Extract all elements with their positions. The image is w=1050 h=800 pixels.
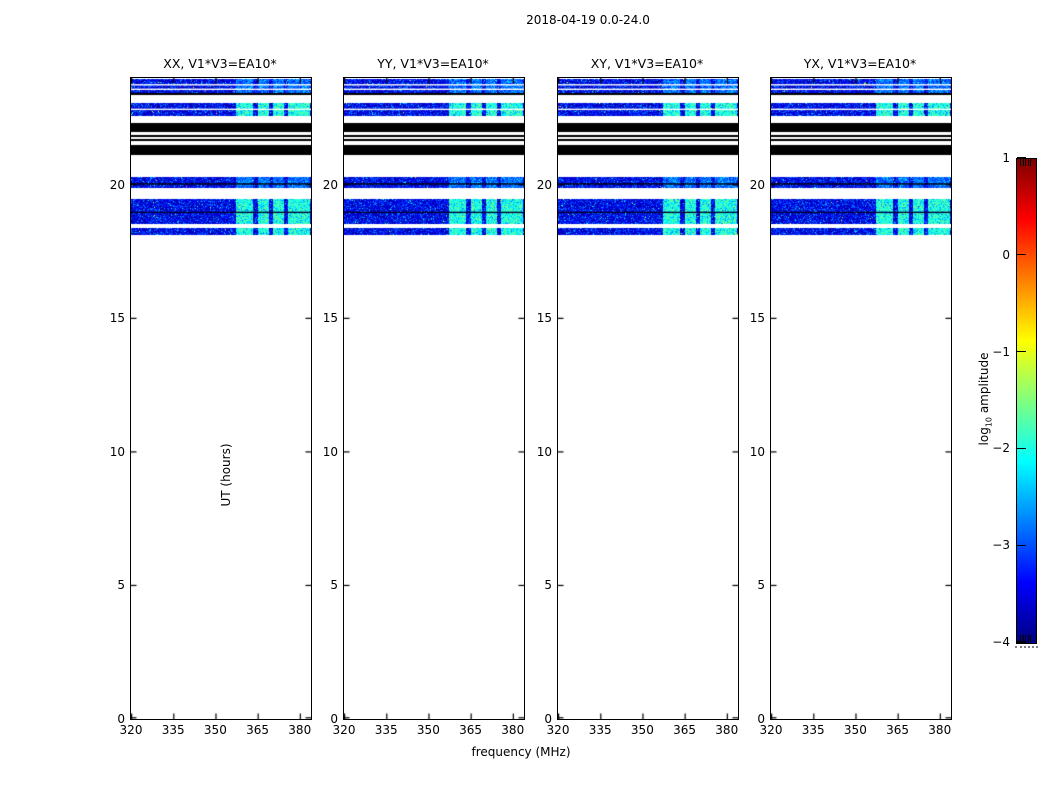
x-tick-label: 380	[928, 723, 952, 737]
spectrogram-panel-yx: YX, V1*V3=EA10* 0 5 10 15 20 320 335 350 365 380	[750, 56, 952, 737]
y-tick-label: 5	[330, 578, 338, 593]
colorbar-end-hatch	[1027, 159, 1029, 166]
heatmap-canvas-yy	[344, 78, 524, 719]
y-tick-label: 20	[322, 177, 338, 192]
x-tick-label: 365	[246, 723, 270, 737]
figure-title: 2018-04-19 0.0-24.0	[526, 13, 650, 27]
colorbar-label-sub: 10	[984, 416, 994, 428]
panel-title-xx: XX, V1*V3=EA10*	[163, 56, 277, 71]
colorbar-end-hatch	[1022, 635, 1024, 642]
colorbar-label: log10 amplitude	[977, 299, 995, 499]
x-tick-label: 335	[161, 723, 185, 737]
colorbar-label-prefix: log	[977, 427, 991, 446]
colorbar-tick-label: 1	[1002, 151, 1010, 165]
y-tick-label: 10	[322, 444, 338, 459]
colorbar-tick-mark	[1017, 350, 1026, 353]
colorbar-end-hatch	[1030, 159, 1031, 166]
panel-frame	[130, 77, 312, 720]
colorbar	[1016, 158, 1037, 644]
x-tick-label: 320	[119, 723, 143, 737]
y-tick-label: 0	[757, 712, 765, 726]
x-tick-label: 320	[759, 723, 783, 737]
y-tick-label: 15	[536, 311, 552, 326]
y-tick-label: 10	[536, 444, 552, 459]
x-tick-label: 365	[459, 723, 483, 737]
heatmap-canvas-yx	[771, 78, 951, 719]
x-tick-label: 380	[501, 723, 525, 737]
colorbar-end-hatch	[1025, 159, 1026, 166]
x-tick-label: 335	[801, 723, 825, 737]
colorbar-tick-label: −3	[992, 538, 1010, 553]
x-tick-label: 350	[416, 723, 440, 737]
y-tick-label: 5	[757, 578, 765, 593]
colorbar-end-hatch	[1027, 635, 1029, 642]
colorbar-tick-label: −2	[992, 441, 1010, 456]
x-axis-label: frequency (MHz)	[471, 745, 571, 759]
panel-title-xy: XY, V1*V3=EA10*	[590, 56, 704, 71]
y-tick-label: 20	[749, 177, 765, 192]
spectrogram-panel-yy: YY, V1*V3=EA10* 0 5 10 15 20 320 335 350 365 380	[323, 56, 525, 737]
panel-frame	[770, 77, 952, 720]
y-tick-label: 15	[749, 311, 765, 326]
x-tick-label: 320	[546, 723, 570, 737]
y-tick-label: 20	[536, 177, 552, 192]
colorbar-end-hatch	[1022, 159, 1024, 166]
colorbar-tick-mark	[1017, 157, 1026, 159]
colorbar-tick-label: −4	[992, 635, 1010, 649]
x-tick-label: 335	[374, 723, 398, 737]
x-tick-label: 350	[843, 723, 867, 737]
y-tick-label: 0	[544, 712, 552, 726]
heatmap-canvas-xx	[131, 78, 311, 719]
colorbar-label-suffix: amplitude	[977, 352, 991, 417]
x-tick-label: 350	[630, 723, 654, 737]
x-tick-label: 320	[332, 723, 356, 737]
colorbar-tick-mark	[1017, 641, 1026, 643]
spectrogram-panel-xx: XX, V1*V3=EA10* UT (hours) 0 5 10 15 20 320 33…	[110, 56, 312, 737]
colorbar-end-hatch	[1020, 159, 1021, 166]
panel-frame	[557, 77, 739, 720]
colorbar-tick-mark	[1017, 544, 1026, 546]
x-tick-label: 380	[715, 723, 739, 737]
x-tick-label: 380	[288, 723, 312, 737]
colorbar-tick-mark	[1017, 254, 1026, 256]
y-tick-label: 0	[117, 712, 125, 726]
spectrogram-panel-xy: XY, V1*V3=EA10* 0 5 10 15 20 320 335 350 365 380	[537, 56, 739, 737]
colorbar-end-hatch	[1030, 635, 1031, 642]
colorbar-tick-mark	[1017, 447, 1026, 450]
x-tick-label: 335	[588, 723, 612, 737]
colorbar-tick-label: −1	[992, 344, 1010, 359]
y-tick-label: 5	[117, 578, 125, 593]
y-tick-label: 5	[544, 578, 552, 593]
y-tick-label: 10	[749, 444, 765, 459]
colorbar-tick-label: 0	[1002, 247, 1010, 262]
y-tick-label: 0	[330, 712, 338, 726]
panel-title-yy: YY, V1*V3=EA10*	[377, 56, 489, 71]
y-tick-label: 10	[109, 444, 125, 459]
panel-frame	[343, 77, 525, 720]
colorbar-end-hatch	[1020, 635, 1021, 642]
colorbar-end-hatch	[1025, 635, 1026, 642]
y-tick-label: 20	[109, 177, 125, 192]
heatmap-canvas-xy	[558, 78, 738, 719]
x-tick-label: 365	[673, 723, 697, 737]
panel-title-yx: YX, V1*V3=EA10*	[803, 56, 917, 71]
x-tick-label: 365	[886, 723, 910, 737]
y-axis-label: UT (hours)	[219, 443, 233, 507]
y-tick-label: 15	[322, 311, 338, 326]
y-tick-label: 15	[109, 311, 125, 326]
x-tick-label: 350	[203, 723, 227, 737]
colorbar-dotted-edge	[1015, 646, 1038, 648]
